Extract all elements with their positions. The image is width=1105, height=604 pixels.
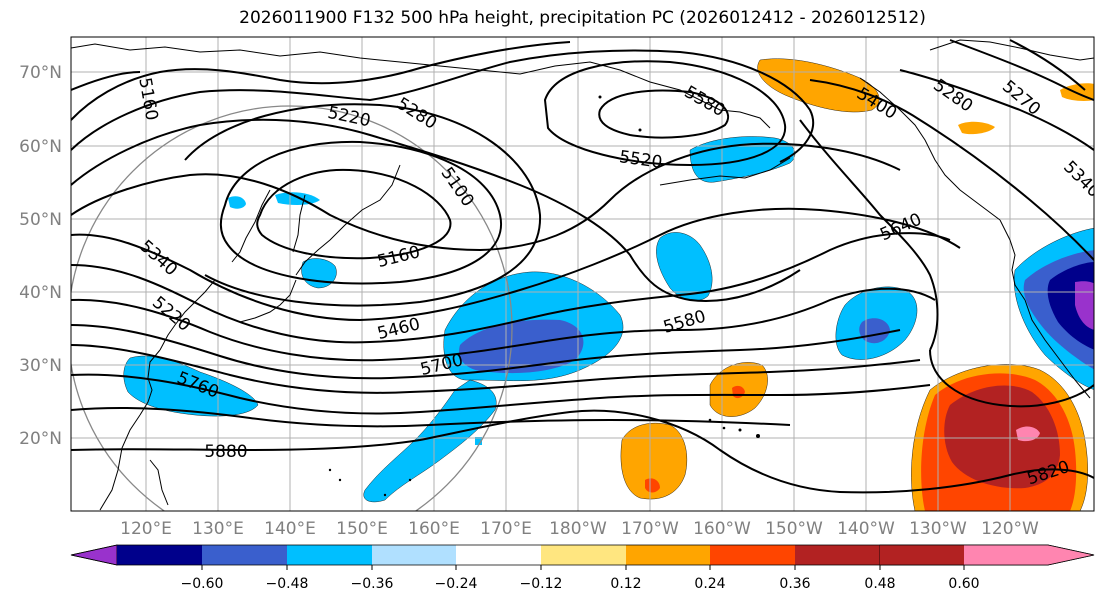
lon-label: 130°E bbox=[192, 519, 244, 539]
colorbar-tick-label: −0.24 bbox=[435, 576, 478, 592]
longitude-labels: 120°E 130°E 140°E 150°E 160°E 170°E 180°… bbox=[120, 519, 1039, 539]
map-plot-area: 5160 5220 5280 5580 5520 5400 5280 5270 … bbox=[71, 37, 1094, 511]
colorbar-segment bbox=[117, 545, 202, 565]
lon-label: 180°W bbox=[549, 519, 607, 539]
colorbar-segment bbox=[372, 545, 456, 565]
islands bbox=[328, 95, 760, 497]
lon-label: 170°W bbox=[621, 519, 679, 539]
colorbar-segment bbox=[710, 545, 795, 565]
lat-label: 20°N bbox=[19, 429, 62, 449]
lon-label: 170°E bbox=[480, 519, 532, 539]
lon-label: 160°W bbox=[693, 519, 751, 539]
contour-label: 5880 bbox=[204, 442, 247, 462]
colorbar-tick-label: −0.36 bbox=[351, 576, 394, 592]
colorbar-tick-label: 0.60 bbox=[948, 576, 979, 592]
lat-label: 70°N bbox=[19, 63, 62, 83]
colorbar-segment bbox=[287, 545, 372, 565]
colorbar-segment bbox=[202, 545, 287, 565]
colorbar-segment bbox=[541, 545, 626, 565]
colorbar-segment bbox=[456, 545, 541, 565]
colorbar-tick-label: 0.12 bbox=[610, 576, 641, 592]
lon-label: 130°W bbox=[909, 519, 967, 539]
height-contours bbox=[71, 39, 1094, 494]
lon-label: 150°E bbox=[336, 519, 388, 539]
lat-label: 60°N bbox=[19, 137, 62, 157]
colorbar-tick-label: −0.48 bbox=[266, 576, 309, 592]
colorbar-tick-label: −0.60 bbox=[181, 576, 224, 592]
lat-label: 50°N bbox=[19, 210, 62, 230]
latitude-labels: 70°N 60°N 50°N 40°N 30°N 20°N bbox=[19, 63, 62, 449]
colorbar-tick-label: 0.24 bbox=[694, 576, 725, 592]
colorbar-segment bbox=[795, 545, 880, 565]
lon-label: 150°W bbox=[765, 519, 823, 539]
colorbar-min-arrow bbox=[70, 544, 118, 566]
colorbar-segment bbox=[880, 545, 964, 565]
colorbar-tick-label: 0.36 bbox=[779, 576, 810, 592]
colorbar-segment bbox=[964, 545, 1094, 565]
range-circle bbox=[71, 105, 513, 511]
map-title: 2026011900 F132 500 hPa height, precipit… bbox=[239, 8, 926, 28]
colorbar-tick-label: 0.48 bbox=[864, 576, 895, 592]
colorbar-tick-label: −0.12 bbox=[520, 576, 563, 592]
lon-label: 140°W bbox=[837, 519, 895, 539]
lon-label: 140°E bbox=[264, 519, 316, 539]
lon-label: 160°E bbox=[408, 519, 460, 539]
colorbar-segment bbox=[626, 545, 710, 565]
lat-label: 30°N bbox=[19, 356, 62, 376]
map-frame bbox=[70, 36, 1095, 512]
lon-label: 120°E bbox=[120, 519, 172, 539]
lat-label: 40°N bbox=[19, 283, 62, 303]
colorbar: −0.60 −0.48 −0.36 −0.24 −0.12 0.12 0.24 … bbox=[70, 544, 1095, 592]
lon-label: 120°W bbox=[981, 519, 1039, 539]
